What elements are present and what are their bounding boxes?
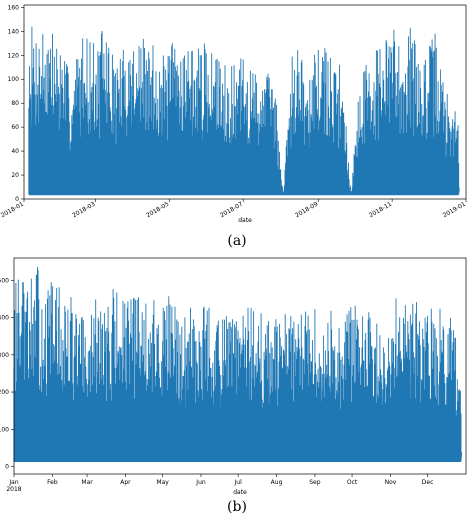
chart-b-plot-frame xyxy=(13,257,467,475)
chart-b-xaxis-label: date xyxy=(233,489,247,496)
chart-b-ytick-label: 300 xyxy=(0,352,9,359)
chart-a-xtick-label: 2018-05 xyxy=(145,201,170,220)
chart-b-xtick-label: Nov xyxy=(385,479,397,486)
chart-b-xtick-label: Apr xyxy=(120,479,131,486)
chart-a-xtick-label: 2018-11 xyxy=(368,201,393,220)
chart-b-xtick-label: Dec xyxy=(422,479,434,486)
chart-a-xtick-label: 2018-03 xyxy=(71,201,96,220)
chart-b-ytick-label: 200 xyxy=(0,389,9,396)
chart-b-xtick-label: Sep xyxy=(309,479,321,486)
chart-b-caption: (b) xyxy=(227,499,247,515)
chart-a-ytick-label: 20 xyxy=(11,172,19,179)
chart-a-ytick-label: 60 xyxy=(11,124,19,131)
chart-b-xtick-label: Oct xyxy=(347,479,358,486)
chart-a-series-line xyxy=(28,26,460,195)
chart-a-ytick-label: 140 xyxy=(8,28,20,35)
chart-b-xtick-label: Jun xyxy=(195,479,206,486)
chart-a-ytick-label: 80 xyxy=(11,100,19,107)
chart-a-caption: (a) xyxy=(227,233,247,249)
chart-b-xtick-label: Feb xyxy=(47,479,58,486)
chart-a-ytick-label: 160 xyxy=(8,4,20,11)
chart-b-xtick-label: Mar xyxy=(81,479,93,486)
chart-a-ytick-label: 0 xyxy=(15,196,19,203)
chart-b-ytick-label: 500 xyxy=(0,277,9,284)
chart-a-ytick-label: 40 xyxy=(11,148,19,155)
chart-a-xtick-label: 2018-01 xyxy=(0,201,25,220)
chart-b-ytick-label: 400 xyxy=(0,315,9,322)
chart-b-ytick-label: 0 xyxy=(5,464,9,471)
chart-b-xtick-label: Jul xyxy=(234,479,243,486)
chart-a-xaxis-label: date xyxy=(238,217,252,224)
chart-a-xtick-label: 2018-09 xyxy=(294,201,319,220)
chart-a-plot-frame xyxy=(23,4,467,200)
chart-a-xtick-label: 2019-01 xyxy=(442,201,467,220)
chart-b-xtick-label: Aug xyxy=(271,479,283,486)
chart-b-series-line xyxy=(13,267,463,462)
chart-b-xtick-label: Jan 2018 xyxy=(6,479,21,493)
chart-a-ytick-label: 120 xyxy=(8,52,20,59)
chart-b-xtick-label: May xyxy=(156,479,169,486)
chart-a-ytick-label: 100 xyxy=(8,76,20,83)
chart-b-ytick-label: 100 xyxy=(0,426,9,433)
chart-panel-a: 0 20 40 60 80 100 120 140 160 2018-01 2018-03 2018-… xyxy=(0,0,474,232)
chart-a-svg: 0 20 40 60 80 100 120 140 160 2018-01 2018-03 2018-… xyxy=(0,4,467,224)
